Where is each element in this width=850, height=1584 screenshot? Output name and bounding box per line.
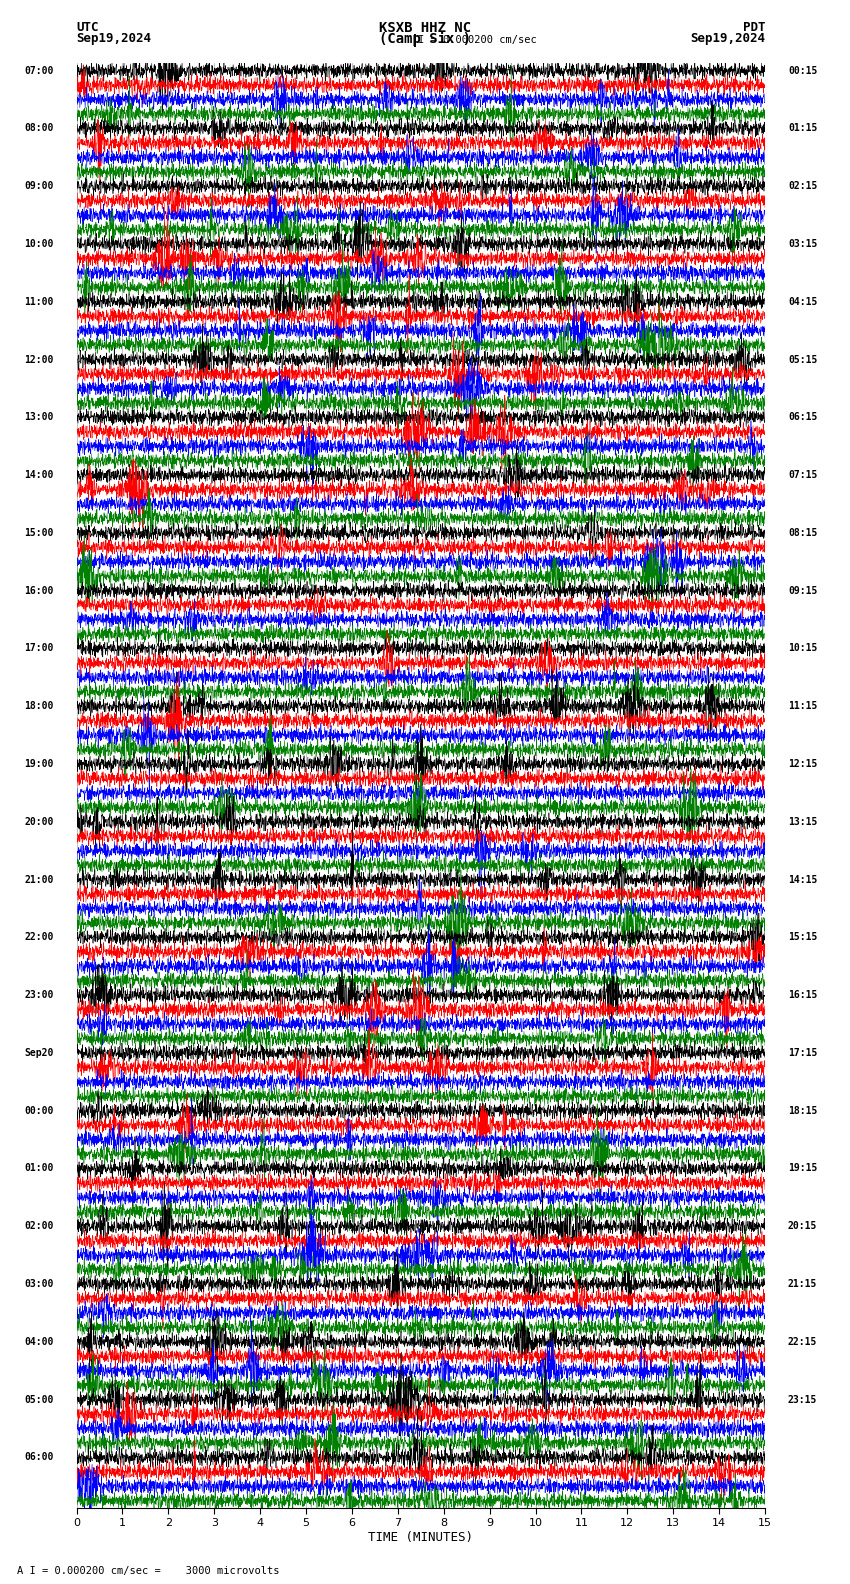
Text: 07:15: 07:15 <box>788 470 818 480</box>
Text: 05:15: 05:15 <box>788 355 818 364</box>
Text: I = 0.000200 cm/sec: I = 0.000200 cm/sec <box>418 35 537 46</box>
Text: 11:00: 11:00 <box>24 296 54 307</box>
Text: 07:00: 07:00 <box>24 65 54 76</box>
Text: PDT: PDT <box>743 21 765 35</box>
Text: 18:15: 18:15 <box>788 1106 818 1115</box>
Text: 21:00: 21:00 <box>24 874 54 884</box>
Text: 03:15: 03:15 <box>788 239 818 249</box>
Text: Sep19,2024: Sep19,2024 <box>76 32 151 44</box>
Text: 06:15: 06:15 <box>788 412 818 423</box>
Text: 10:00: 10:00 <box>24 239 54 249</box>
Text: 20:15: 20:15 <box>788 1221 818 1231</box>
Text: 22:15: 22:15 <box>788 1337 818 1346</box>
Text: 21:15: 21:15 <box>788 1278 818 1289</box>
Text: 12:15: 12:15 <box>788 759 818 768</box>
Text: 01:00: 01:00 <box>24 1164 54 1174</box>
Text: 02:15: 02:15 <box>788 181 818 192</box>
Text: 08:00: 08:00 <box>24 124 54 133</box>
Text: 13:00: 13:00 <box>24 412 54 423</box>
Text: 11:15: 11:15 <box>788 702 818 711</box>
Text: Sep20: Sep20 <box>24 1049 54 1058</box>
Text: 04:00: 04:00 <box>24 1337 54 1346</box>
Text: 03:00: 03:00 <box>24 1278 54 1289</box>
Text: 16:00: 16:00 <box>24 586 54 596</box>
Text: 08:15: 08:15 <box>788 527 818 539</box>
Text: 15:00: 15:00 <box>24 527 54 539</box>
Text: 00:00: 00:00 <box>24 1106 54 1115</box>
Text: (Camp Six ): (Camp Six ) <box>379 32 471 46</box>
Text: 17:15: 17:15 <box>788 1049 818 1058</box>
Text: 23:00: 23:00 <box>24 990 54 1000</box>
Text: 15:15: 15:15 <box>788 933 818 942</box>
Text: 12:00: 12:00 <box>24 355 54 364</box>
Text: 09:15: 09:15 <box>788 586 818 596</box>
Text: 23:15: 23:15 <box>788 1394 818 1405</box>
Text: 16:15: 16:15 <box>788 990 818 1000</box>
Text: UTC: UTC <box>76 21 99 35</box>
Text: 05:00: 05:00 <box>24 1394 54 1405</box>
Text: 19:00: 19:00 <box>24 759 54 768</box>
Text: 20:00: 20:00 <box>24 817 54 827</box>
Text: 10:15: 10:15 <box>788 643 818 654</box>
Text: 01:15: 01:15 <box>788 124 818 133</box>
Text: 06:00: 06:00 <box>24 1453 54 1462</box>
Text: 00:15: 00:15 <box>788 65 818 76</box>
Text: 14:15: 14:15 <box>788 874 818 884</box>
Text: Sep19,2024: Sep19,2024 <box>690 32 765 44</box>
Text: 17:00: 17:00 <box>24 643 54 654</box>
Text: KSXB HHZ NC: KSXB HHZ NC <box>379 21 471 35</box>
Text: 13:15: 13:15 <box>788 817 818 827</box>
Text: 02:00: 02:00 <box>24 1221 54 1231</box>
Text: 19:15: 19:15 <box>788 1164 818 1174</box>
Text: 04:15: 04:15 <box>788 296 818 307</box>
Text: 18:00: 18:00 <box>24 702 54 711</box>
X-axis label: TIME (MINUTES): TIME (MINUTES) <box>368 1532 473 1544</box>
Text: 09:00: 09:00 <box>24 181 54 192</box>
Text: 22:00: 22:00 <box>24 933 54 942</box>
Text: A I = 0.000200 cm/sec =    3000 microvolts: A I = 0.000200 cm/sec = 3000 microvolts <box>17 1567 280 1576</box>
Text: 14:00: 14:00 <box>24 470 54 480</box>
